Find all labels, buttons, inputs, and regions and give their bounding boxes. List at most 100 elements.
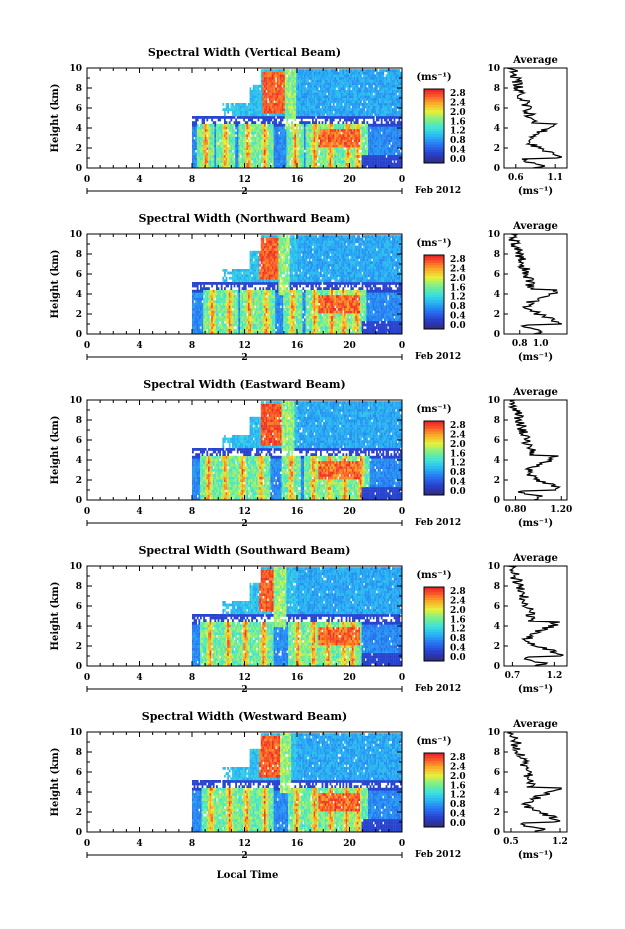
heatmap-cell	[355, 136, 357, 140]
heatmap-cell	[297, 69, 300, 72]
heatmap-cell	[393, 126, 396, 130]
heatmap-cell	[238, 149, 241, 153]
heatmap-cell	[324, 79, 327, 83]
heatmap-cell	[292, 90, 295, 93]
heatmap-cell	[264, 123, 266, 127]
heatmap-cell	[347, 116, 349, 119]
heatmap-cell	[243, 295, 245, 298]
heatmap-cell	[248, 302, 250, 306]
heatmap-cell	[393, 69, 396, 72]
heatmap-cell	[380, 79, 383, 83]
heatmap-cell	[208, 300, 210, 303]
heatmap-cell	[352, 152, 354, 156]
heatmap-cell	[332, 155, 335, 158]
heatmap-cell	[315, 87, 317, 91]
heatmap-cell	[259, 129, 261, 132]
heatmap-cell	[308, 152, 311, 156]
heatmap-cell	[364, 90, 367, 93]
heatmap-cell	[305, 95, 308, 98]
heatmap-cell	[238, 321, 241, 324]
heatmap-cell	[382, 139, 385, 143]
heatmap-cell	[369, 136, 372, 140]
heatmap-cell	[352, 144, 354, 148]
heatmap-cell	[251, 131, 253, 135]
heatmap-cell	[368, 126, 370, 130]
heatmap-cell	[380, 142, 383, 145]
heatmap-cell	[353, 84, 356, 88]
heatmap-cell	[225, 310, 228, 314]
heatmap-cell	[240, 274, 242, 277]
heatmap-cell	[248, 110, 250, 114]
heatmap-cell	[393, 113, 396, 117]
heatmap-cell	[235, 308, 237, 311]
heatmap-cell	[400, 105, 402, 109]
heatmap-cell	[243, 287, 245, 290]
heatmap-cell	[369, 144, 372, 148]
heatmap-cell	[392, 74, 394, 78]
heatmap-cell	[222, 269, 225, 272]
heatmap-cell	[214, 292, 217, 296]
heatmap-cell	[344, 71, 346, 75]
heatmap-cell	[387, 152, 389, 156]
heatmap-cell	[214, 139, 217, 143]
heatmap-cell	[198, 162, 201, 166]
heatmap-cell	[208, 302, 210, 306]
heatmap-cell	[329, 162, 332, 166]
heatmap-cell	[228, 142, 231, 145]
heatmap-cell	[286, 144, 289, 148]
heatmap-cell	[396, 97, 399, 101]
heatmap-cell	[206, 323, 209, 327]
heatmap-cell	[222, 155, 225, 158]
heatmap-cell	[372, 74, 375, 78]
heatmap-cell	[312, 152, 314, 156]
heatmap-cell	[363, 105, 365, 109]
heatmap-cell	[232, 292, 234, 296]
heatmap-cell	[257, 100, 260, 104]
heatmap-cell	[366, 69, 369, 72]
heatmap-cell	[219, 302, 221, 306]
heatmap-cell	[304, 123, 306, 127]
heatmap-cell	[256, 90, 258, 93]
heatmap-cell	[233, 147, 236, 150]
heatmap-cell	[350, 90, 353, 93]
heatmap-cell	[310, 123, 313, 127]
heatmap-cell	[200, 297, 202, 301]
heatmap-cell	[230, 155, 233, 158]
heatmap-cell	[268, 95, 271, 98]
heatmap-cell	[264, 110, 266, 114]
heatmap-cell	[302, 121, 305, 124]
heatmap-cell	[216, 295, 218, 298]
heatmap-cell	[326, 144, 329, 148]
colorbar-tick-label: 1.6	[450, 117, 466, 127]
heatmap-cell	[300, 113, 303, 117]
heatmap-cell	[272, 77, 274, 80]
heatmap-cell	[268, 74, 271, 78]
heatmap-cell	[286, 95, 289, 98]
colorbar-step	[424, 149, 444, 153]
heatmap-cell	[384, 92, 386, 96]
heatmap-cell	[326, 157, 329, 161]
heatmap-cell	[212, 136, 215, 140]
heatmap-cell	[248, 300, 250, 303]
heatmap-cell	[377, 100, 380, 104]
heatmap-cell	[302, 129, 305, 132]
heatmap-cell	[321, 126, 324, 130]
heatmap-cell	[195, 139, 197, 143]
heatmap-cell	[297, 165, 300, 169]
heatmap-cell	[196, 123, 199, 127]
heatmap-cell	[259, 100, 261, 104]
heatmap-cell	[224, 121, 226, 124]
heatmap-cell	[348, 144, 351, 148]
heatmap-cell	[294, 79, 297, 83]
average-profile-line	[507, 67, 563, 169]
heatmap-cell	[283, 129, 285, 132]
heatmap-cell	[256, 136, 258, 140]
heatmap-cell	[228, 302, 231, 306]
heatmap-cell	[292, 110, 295, 114]
heatmap-cell	[233, 105, 236, 109]
heatmap-cell	[244, 152, 247, 156]
heatmap-cell	[264, 149, 266, 153]
heatmap-cell	[344, 105, 346, 109]
heatmap-cell	[321, 87, 324, 91]
heatmap-cell	[318, 79, 321, 83]
